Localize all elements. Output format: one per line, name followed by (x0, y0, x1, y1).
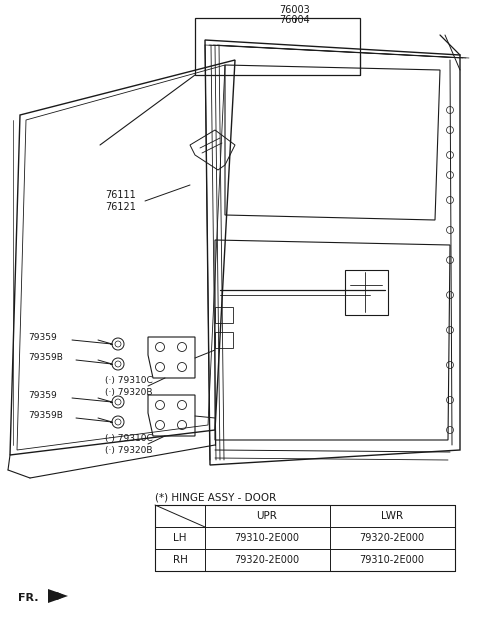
Bar (195, 18, 360, 75)
Text: 79320-2E000: 79320-2E000 (234, 555, 300, 565)
Text: 76004: 76004 (280, 15, 311, 25)
Text: 79359B: 79359B (28, 354, 63, 362)
Text: 79359: 79359 (28, 391, 57, 401)
Text: (*) HINGE ASSY - DOOR: (*) HINGE ASSY - DOOR (155, 492, 276, 502)
Polygon shape (48, 589, 68, 603)
Text: 79310-2E000: 79310-2E000 (235, 533, 300, 543)
Text: (·) 79320B: (·) 79320B (105, 388, 153, 396)
Text: 79359B: 79359B (28, 411, 63, 421)
Text: (·) 79320B: (·) 79320B (105, 446, 153, 454)
Text: RH: RH (173, 555, 187, 565)
Text: (·) 79310C: (·) 79310C (105, 434, 153, 442)
Text: 79310-2E000: 79310-2E000 (360, 555, 424, 565)
Text: LWR: LWR (381, 511, 403, 521)
Text: 79320-2E000: 79320-2E000 (360, 533, 425, 543)
Text: LH: LH (173, 533, 187, 543)
Text: 76121: 76121 (105, 202, 136, 212)
Text: UPR: UPR (257, 511, 277, 521)
Text: 76111: 76111 (105, 190, 136, 200)
Text: (·) 79310C: (·) 79310C (105, 376, 153, 384)
Text: 76003: 76003 (280, 5, 311, 15)
Text: 79359: 79359 (28, 334, 57, 342)
Text: FR.: FR. (18, 593, 38, 603)
